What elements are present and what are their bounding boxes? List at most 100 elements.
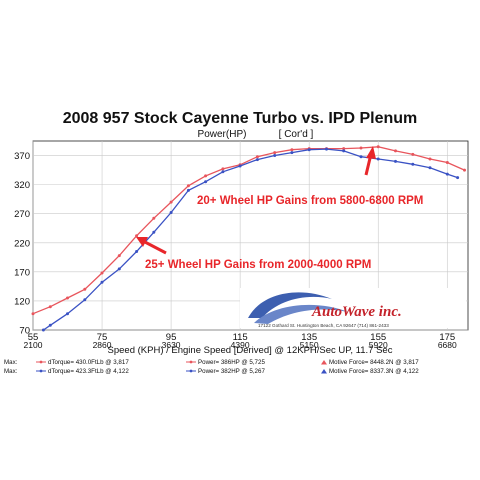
x-tick-label: 135 [301,332,317,343]
x-tick-label: 175 [439,332,455,343]
data-point [445,161,449,164]
data-point [169,211,173,214]
data-point [342,147,346,151]
plot-title-tag: [ Cor'd ] [279,129,314,140]
data-point [48,323,52,327]
data-point [376,157,380,161]
rpm-tick-label: 5150 [300,340,319,350]
x-tick-label: 95 [166,332,177,343]
logo-address: 17122 Gothard St. Huntington Beach, CA 9… [258,323,389,328]
annotation-arrow-high [364,146,376,176]
y-tick-label: 120 [14,296,30,307]
x-tick-label: 55 [28,332,39,343]
y-tick-label: 220 [14,238,30,249]
y-tick-label: 70 [19,326,30,337]
max-torque: dTorque= 430.0FtLb @ 3,817 [48,359,129,366]
data-point [290,148,294,152]
data-point [394,159,397,163]
x-tick-label: 115 [233,332,248,343]
data-point [204,174,208,178]
series-0 [31,145,466,316]
data-point [152,216,156,220]
data-point [445,172,449,176]
plot-title: Power(HP) [198,129,247,140]
max-force: Motive Force= 8337.3N @ 4,122 [329,368,419,375]
data-point [238,164,242,168]
data-point [186,184,190,188]
data-point [117,267,121,271]
logo-text: AutoWave inc. [311,304,402,320]
annotation-low-rpm: 25+ Wheel HP Gains from 2000-4000 RPM [145,259,371,271]
max-label: Max: [4,359,18,366]
max-force: Motive Force= 8448.2N @ 3,817 [329,359,419,366]
y-tick-label: 270 [14,209,30,220]
series-layer [31,145,466,332]
data-point [376,145,380,149]
data-point [152,230,156,234]
series-line [43,148,458,331]
max-power: Power= 386HP @ 5,725 [198,359,265,366]
data-point [83,298,87,302]
data-point [290,151,294,155]
data-point [428,166,432,170]
y-tick-label: 170 [14,267,30,278]
y-tick-label: 320 [14,180,30,191]
data-point [117,254,121,258]
data-point [66,296,69,300]
y-tick-label: 370 [14,151,30,162]
data-point [428,157,432,161]
data-point [394,149,397,153]
x-tick-label: 155 [370,332,386,343]
max-row: Max: dTorque= 423.3FtLb @ 4,122 Power= 3… [4,368,419,375]
data-point [48,305,52,309]
rpm-tick-label: 2100 [24,340,43,350]
series-1 [41,147,460,332]
annotation-arrow-low [136,237,167,255]
max-torque: dTorque= 423.3FtLb @ 4,122 [48,368,129,375]
data-point [463,168,466,172]
data-point [221,167,225,171]
data-point [359,146,363,150]
swoosh-icon [254,304,348,324]
data-point [31,312,35,316]
annotation-high-rpm: 20+ Wheel HP Gains from 5800-6800 RPM [197,195,423,207]
data-point [411,152,415,156]
swoosh-icon [248,292,332,318]
data-point [100,280,104,284]
data-point [135,250,139,253]
data-point [342,149,346,153]
rpm-tick-label: 5920 [369,340,388,350]
autowave-logo: AutoWave inc. 17122 Gothard St. Huntingt… [240,288,466,328]
x-axis-label: Speed (KPH) / Engine Speed [Derived] @ 1… [108,345,393,356]
grid [32,141,468,331]
data-point [66,312,69,316]
data-point [169,200,173,204]
data-point [41,328,45,332]
data-point [255,155,259,159]
rpm-tick-label: 3630 [162,340,181,350]
data-point [411,162,415,166]
data-point [273,154,277,157]
data-point [325,147,328,151]
series-line [32,146,465,315]
data-point [456,176,460,180]
chart-title: 2008 957 Stock Cayenne Turbo vs. IPD Ple… [63,110,418,127]
data-point [204,180,208,184]
data-point [135,234,139,238]
data-point [186,188,190,192]
x-tick-label: 75 [97,332,108,343]
data-point [100,271,104,275]
data-point [221,170,225,174]
max-power: Power= 382HP @ 5,267 [198,368,265,375]
rpm-tick-label: 2860 [93,340,112,350]
data-point [273,151,277,155]
data-point [307,148,311,152]
data-point [359,155,363,159]
data-point [255,158,259,162]
rpm-tick-label: 6680 [438,340,457,350]
rpm-tick-label: 4390 [231,340,250,350]
data-point [83,287,87,291]
max-label: Max: [4,368,18,375]
